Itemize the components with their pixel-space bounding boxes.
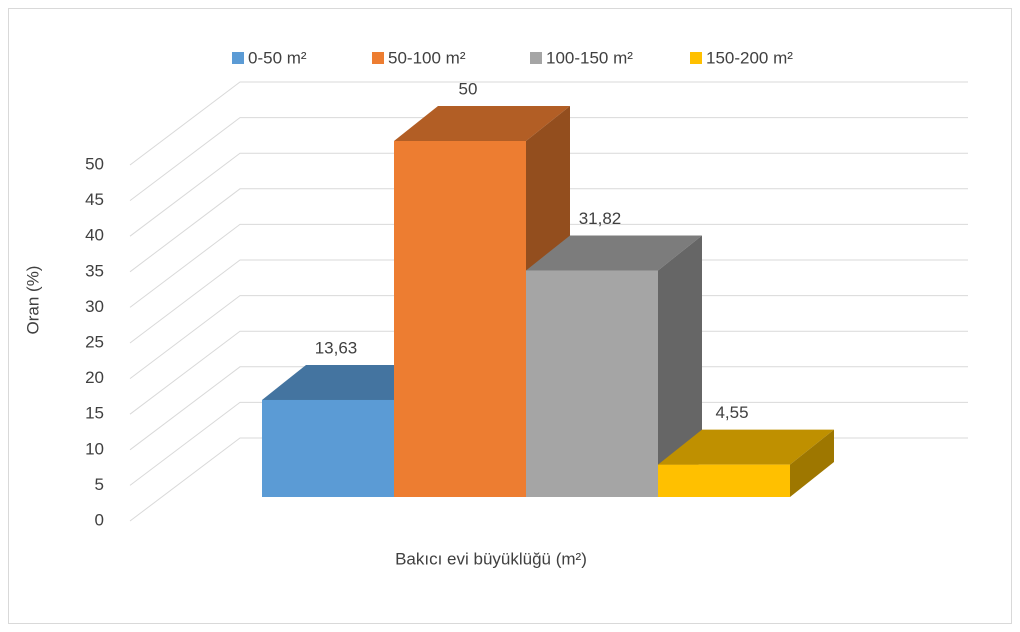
bar [658, 464, 790, 497]
bar [526, 270, 658, 497]
data-label: 13,63 [315, 338, 358, 357]
y-tick-label: 10 [85, 439, 104, 458]
grid-line [129, 117, 968, 201]
legend-label: 150-200 m² [706, 48, 793, 67]
y-tick-label: 15 [85, 404, 104, 423]
legend-swatch [232, 52, 244, 64]
data-label: 31,82 [579, 209, 622, 228]
legend-label: 100-150 m² [546, 48, 633, 67]
legend-swatch [372, 52, 384, 64]
x-axis-label: Bakıcı evi büyüklüğü (m²) [395, 549, 587, 568]
bar-top [526, 235, 702, 271]
data-label: 4,55 [715, 403, 748, 422]
legend-label: 0-50 m² [248, 48, 307, 67]
grid-line [129, 188, 968, 273]
y-tick-label: 50 [85, 154, 104, 173]
y-tick-label: 0 [95, 510, 104, 529]
y-tick-label: 20 [85, 368, 104, 387]
grid-line [129, 259, 968, 344]
legend-label: 50-100 m² [388, 48, 466, 67]
grid-line [129, 366, 968, 451]
bar-top [394, 106, 570, 141]
y-tick-label: 5 [95, 475, 104, 494]
grid-line [129, 152, 968, 237]
bar-side [790, 429, 834, 497]
y-axis-label: Oran (%) [23, 266, 42, 335]
grid-line [129, 401, 968, 486]
y-tick-label: 45 [85, 190, 104, 209]
grid-line [129, 81, 968, 166]
legend-swatch [530, 52, 542, 64]
y-tick-label: 35 [85, 261, 104, 280]
data-label: 50 [459, 79, 478, 98]
bar [394, 141, 526, 497]
grid-line [129, 223, 968, 308]
grid-line [129, 295, 968, 379]
legend-swatch [690, 52, 702, 64]
bar-side [658, 235, 702, 498]
grid-line [129, 330, 968, 415]
y-tick-label: 30 [85, 297, 104, 316]
bar-top [658, 429, 834, 465]
y-tick-label: 40 [85, 226, 104, 245]
bar [262, 399, 394, 497]
y-tick-label: 25 [85, 332, 104, 351]
